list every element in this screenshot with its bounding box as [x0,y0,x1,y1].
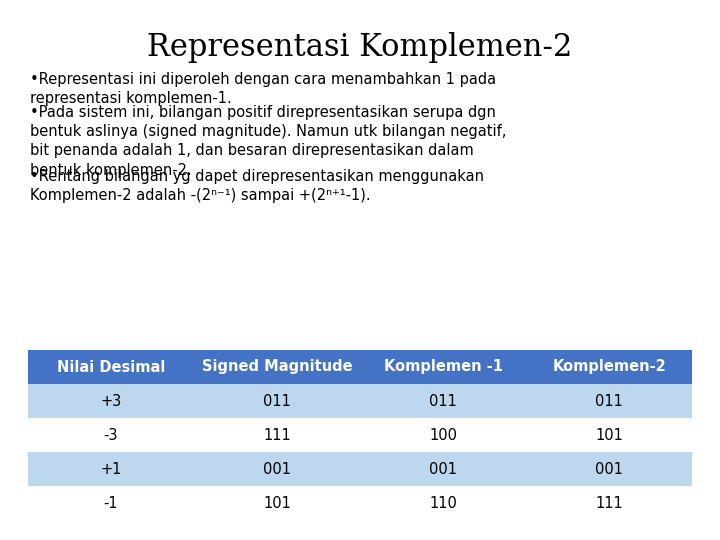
Text: -3: -3 [104,428,118,442]
Bar [28,486,194,520]
Bar [526,486,692,520]
Text: Komplemen -1: Komplemen -1 [384,360,503,375]
Bar [360,486,526,520]
Bar [194,418,360,452]
Text: 011: 011 [429,394,457,408]
Text: 001: 001 [263,462,291,476]
Bar [194,452,360,486]
Bar [194,486,360,520]
Text: +1: +1 [100,462,122,476]
Text: 001: 001 [429,462,457,476]
Bar [526,384,692,418]
Bar [28,384,194,418]
Text: Komplemen-2: Komplemen-2 [552,360,666,375]
Text: +3: +3 [100,394,122,408]
Text: Signed Magnitude: Signed Magnitude [202,360,352,375]
Bar [360,418,526,452]
Text: 110: 110 [429,496,457,510]
Bar [360,384,526,418]
Text: •Pada sistem ini, bilangan positif direpresentasikan serupa dgn
bentuk aslinya (: •Pada sistem ini, bilangan positif direp… [30,105,506,178]
Text: 111: 111 [595,496,623,510]
Bar [526,350,692,384]
Text: -1: -1 [104,496,118,510]
Text: 111: 111 [263,428,291,442]
Bar [360,350,526,384]
Bar [28,350,194,384]
Bar [526,418,692,452]
Bar [526,452,692,486]
Bar [194,384,360,418]
Text: Representasi Komplemen-2: Representasi Komplemen-2 [148,32,572,63]
Bar [360,452,526,486]
Text: 001: 001 [595,462,623,476]
Text: 101: 101 [595,428,623,442]
Text: •Representasi ini diperoleh dengan cara menambahkan 1 pada
representasi kompleme: •Representasi ini diperoleh dengan cara … [30,72,496,106]
Text: •Rentang bilangan yg dapet direpresentasikan menggunakan
Komplemen-2 adalah -(2ⁿ: •Rentang bilangan yg dapet direpresentas… [30,169,484,203]
Bar [28,418,194,452]
Bar [194,350,360,384]
Text: 011: 011 [595,394,623,408]
Bar [28,452,194,486]
Text: Nilai Desimal: Nilai Desimal [57,360,165,375]
Text: 011: 011 [263,394,291,408]
Text: 101: 101 [263,496,291,510]
Text: 100: 100 [429,428,457,442]
